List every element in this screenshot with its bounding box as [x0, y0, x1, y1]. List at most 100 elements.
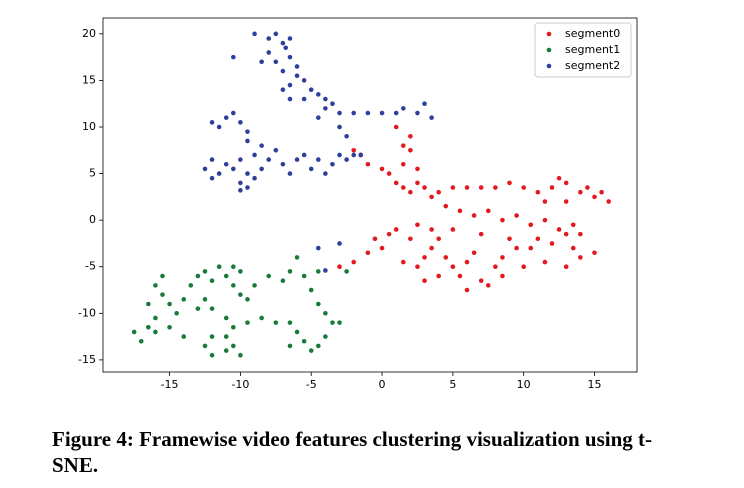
- point: [294, 64, 300, 69]
- point: [563, 264, 569, 270]
- legend-marker: [546, 63, 552, 69]
- point: [535, 236, 541, 242]
- point: [315, 343, 321, 349]
- point: [252, 152, 257, 158]
- x-tick-label: 10: [517, 378, 531, 391]
- point: [160, 273, 165, 279]
- point: [500, 217, 505, 223]
- point: [181, 334, 187, 339]
- point: [464, 185, 470, 190]
- point: [216, 171, 222, 176]
- point: [138, 338, 144, 344]
- point: [337, 110, 342, 116]
- point: [266, 157, 272, 162]
- point: [429, 245, 434, 251]
- point: [337, 320, 342, 325]
- y-tick-label: 10: [82, 120, 96, 133]
- point: [238, 269, 243, 274]
- point: [287, 269, 293, 274]
- caption: Figure 4: Framewise video features clust…: [52, 427, 652, 477]
- point: [344, 269, 349, 274]
- point: [308, 287, 314, 293]
- point: [450, 185, 456, 190]
- point: [457, 208, 463, 214]
- point: [528, 222, 534, 228]
- point: [436, 189, 441, 195]
- point: [542, 259, 548, 265]
- point: [259, 59, 264, 65]
- point: [429, 115, 434, 120]
- point: [542, 217, 548, 223]
- point: [167, 324, 172, 330]
- point: [315, 157, 321, 162]
- point: [146, 324, 151, 330]
- point: [245, 129, 250, 134]
- point: [599, 189, 604, 195]
- chart: -15 -10 -5 0 5 10 15 -15 -10 -5 0 5 10 15 20 segment0 se…: [78, 17, 638, 391]
- point: [400, 106, 406, 111]
- y-tick-label: -5: [85, 260, 96, 273]
- point: [153, 315, 158, 321]
- point: [315, 301, 321, 307]
- point: [160, 292, 165, 297]
- point: [393, 227, 399, 232]
- plot-frame: [102, 17, 638, 373]
- point: [273, 31, 279, 37]
- point: [415, 264, 420, 270]
- point: [415, 110, 420, 116]
- point: [231, 166, 236, 172]
- point: [422, 255, 427, 260]
- point: [188, 283, 194, 288]
- point: [436, 236, 441, 242]
- point: [429, 227, 434, 232]
- point: [294, 329, 300, 335]
- point: [592, 250, 597, 256]
- point: [365, 250, 371, 256]
- point: [238, 352, 243, 358]
- point: [365, 161, 371, 167]
- point: [507, 236, 512, 242]
- point: [478, 185, 484, 190]
- point: [315, 269, 321, 274]
- legend-marker: [546, 31, 552, 37]
- point: [563, 231, 569, 237]
- point: [400, 259, 406, 265]
- point: [259, 143, 264, 148]
- point: [478, 231, 484, 237]
- point: [245, 185, 250, 190]
- y-tick-label: 20: [82, 27, 96, 40]
- point: [330, 161, 335, 167]
- point: [273, 147, 279, 153]
- point: [301, 96, 307, 102]
- point: [464, 287, 470, 293]
- point: [238, 188, 243, 193]
- point: [245, 297, 250, 302]
- point: [443, 203, 449, 209]
- point: [223, 161, 229, 167]
- point: [393, 110, 399, 116]
- point: [507, 180, 512, 186]
- legend-label: segment1: [565, 43, 620, 56]
- y-tick-label: 5: [89, 167, 96, 180]
- point: [535, 189, 541, 195]
- point: [408, 236, 413, 242]
- point: [450, 264, 456, 270]
- x-tick-label: -10: [231, 378, 249, 391]
- point: [195, 306, 201, 311]
- point: [578, 255, 583, 260]
- point: [231, 283, 236, 288]
- point: [556, 227, 562, 232]
- point: [287, 96, 293, 102]
- point: [231, 264, 236, 270]
- point: [202, 343, 208, 349]
- point: [379, 110, 385, 116]
- point: [287, 36, 293, 41]
- point: [209, 334, 215, 339]
- point: [337, 264, 342, 270]
- point: [238, 180, 243, 186]
- point: [344, 157, 349, 162]
- point: [202, 269, 208, 274]
- y-tick-label: -15: [78, 353, 96, 366]
- point: [436, 273, 441, 279]
- point: [443, 255, 449, 260]
